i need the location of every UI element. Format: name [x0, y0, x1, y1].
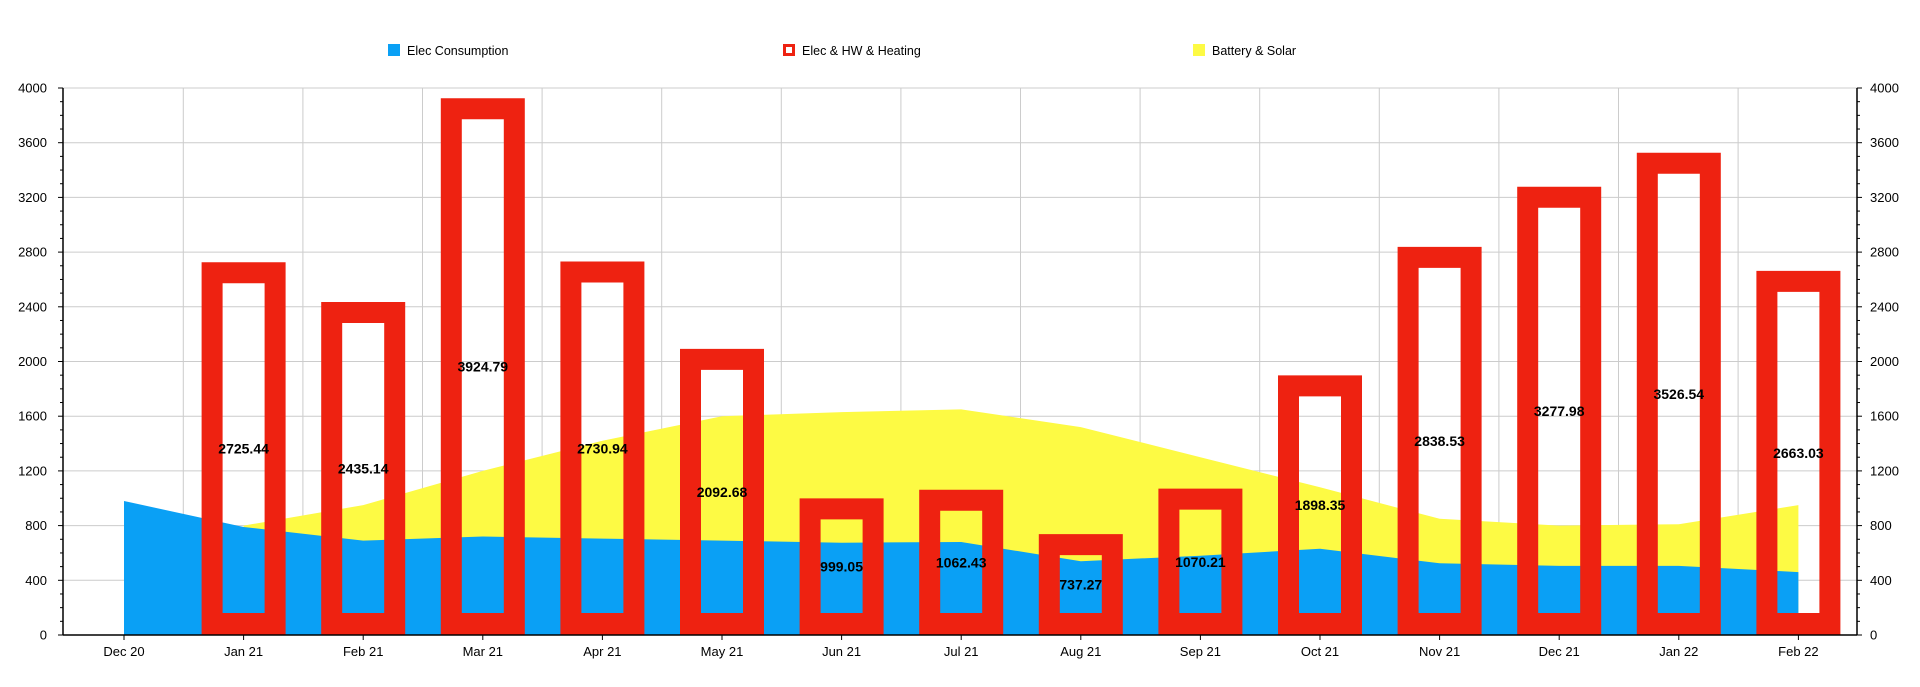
- data-label: 2725.44: [218, 441, 269, 457]
- bar-jul-21: [919, 489, 1004, 635]
- axes: [58, 87, 1862, 640]
- data-label: 737.27: [1059, 577, 1102, 593]
- data-labels: 2725.44 2435.14 3924.79 2730.94 2092.68 999.0…: [218, 359, 1824, 593]
- x-tick-label: Jan 22: [1659, 644, 1698, 659]
- data-label: 3924.79: [457, 359, 508, 375]
- bar-mar-21: [440, 98, 525, 635]
- y-tick-label-left: 2400: [18, 299, 47, 314]
- x-tick-label: Feb 21: [343, 644, 383, 659]
- y-axis-right-ticks: 0 400 800 1200 1600 2000 2400 2800 3200 3600 4000: [1870, 81, 1899, 643]
- x-tick-label: Mar 21: [463, 644, 503, 659]
- data-label: 1898.35: [1295, 497, 1346, 513]
- y-tick-label-right: 0: [1870, 628, 1877, 643]
- legend-label: Elec Consumption: [407, 44, 508, 58]
- x-tick-label: Nov 21: [1419, 644, 1460, 659]
- x-tick-label: Feb 22: [1778, 644, 1818, 659]
- data-label: 2663.03: [1773, 445, 1824, 461]
- data-label: 1062.43: [936, 554, 987, 570]
- y-tick-label-left: 400: [25, 573, 47, 588]
- y-tick-label-left: 4000: [18, 81, 47, 96]
- y-tick-label-right: 2800: [1870, 245, 1899, 260]
- area-elec-consumption: [124, 501, 1799, 635]
- x-tick-label: Apr 21: [583, 644, 621, 659]
- x-tick-label: Aug 21: [1060, 644, 1101, 659]
- y-tick-label-left: 1200: [18, 463, 47, 478]
- data-label: 2092.68: [697, 484, 748, 500]
- y-tick-label-right: 400: [1870, 573, 1892, 588]
- y-tick-label-left: 800: [25, 518, 47, 533]
- bar-aug-21: [1038, 534, 1123, 635]
- x-tick-label: May 21: [701, 644, 744, 659]
- y-tick-label-right: 3600: [1870, 135, 1899, 150]
- y-tick-label-right: 2400: [1870, 299, 1899, 314]
- data-label: 999.05: [820, 559, 863, 575]
- x-tick-label: Jul 21: [944, 644, 979, 659]
- y-tick-label-left: 0: [40, 628, 47, 643]
- bar-dec-21: [1517, 186, 1602, 635]
- x-tick-label: Jun 21: [822, 644, 861, 659]
- y-tick-label-right: 3200: [1870, 190, 1899, 205]
- data-label: 3277.98: [1534, 403, 1585, 419]
- y-tick-label-right: 1600: [1870, 409, 1899, 424]
- x-tick-label: Sep 21: [1180, 644, 1221, 659]
- legend: Elec Consumption Elec & HW & Heating Batte…: [388, 44, 1296, 58]
- y-tick-label-left: 3200: [18, 190, 47, 205]
- x-axis-ticks: Dec 20 Jan 21 Feb 21 Mar 21 Apr 21 May 21 Jun …: [103, 644, 1818, 659]
- y-tick-label-left: 1600: [18, 409, 47, 424]
- x-tick-label: Jan 21: [224, 644, 263, 659]
- data-label: 2730.94: [577, 440, 628, 456]
- legend-label: Elec & HW & Heating: [802, 44, 921, 58]
- bar-sep-21: [1158, 488, 1243, 635]
- bar-jan-22: [1636, 152, 1721, 635]
- bar-jan-21: [201, 262, 286, 635]
- legend-swatch-elec-consumption: [388, 44, 400, 56]
- bar-jun-21: [799, 498, 884, 635]
- bar-may-21: [680, 348, 764, 635]
- data-label: 3526.54: [1653, 386, 1704, 402]
- data-label: 1070.21: [1175, 554, 1226, 570]
- y-tick-label-left: 2800: [18, 245, 47, 260]
- legend-swatch-elec-hw-heating: [783, 44, 795, 56]
- y-tick-label-right: 4000: [1870, 81, 1899, 96]
- bar-feb-22: [1756, 270, 1841, 635]
- bar-feb-21: [321, 301, 406, 635]
- x-tick-label: Oct 21: [1301, 644, 1339, 659]
- bar-oct-21: [1278, 375, 1362, 635]
- x-tick-label: Dec 20: [103, 644, 144, 659]
- legend-swatch-battery-solar: [1193, 44, 1205, 56]
- bar-series: [201, 98, 1841, 635]
- data-label: 2435.14: [338, 460, 389, 476]
- y-tick-label-right: 1200: [1870, 463, 1899, 478]
- data-label: 2838.53: [1414, 433, 1465, 449]
- y-axis-left-ticks: 0 400 800 1200 1600 2000 2400 2800 3200 3600 4000: [18, 81, 47, 643]
- bar-apr-21: [560, 261, 645, 635]
- x-tick-label: Dec 21: [1539, 644, 1580, 659]
- y-tick-label-right: 800: [1870, 518, 1892, 533]
- y-tick-label-right: 2000: [1870, 354, 1899, 369]
- y-tick-label-left: 2000: [18, 354, 47, 369]
- legend-label: Battery & Solar: [1212, 44, 1296, 58]
- bar-nov-21: [1397, 246, 1482, 635]
- y-tick-label-left: 3600: [18, 135, 47, 150]
